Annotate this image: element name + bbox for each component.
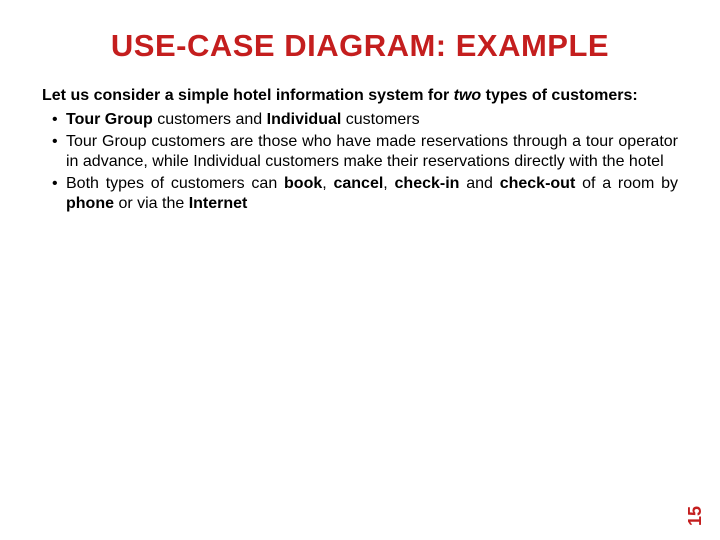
text-run: and	[466, 175, 499, 192]
list-item: Both types of customers can book, cancel…	[66, 174, 678, 214]
text-run: Both types of customers can	[66, 175, 284, 192]
text-run: phone	[66, 195, 118, 212]
text-run: Tour Group customers are those who have …	[66, 133, 678, 170]
text-run: check-in	[395, 175, 467, 192]
slide-title: USE-CASE DIAGRAM: EXAMPLE	[42, 28, 678, 64]
page-number: 15	[685, 506, 706, 526]
text-run: of a room by	[582, 175, 678, 192]
list-item: Tour Group customers and Individual cust…	[66, 110, 678, 130]
intro-prefix: Let us consider a simple hotel informati…	[42, 87, 454, 104]
text-run: ,	[383, 175, 394, 192]
intro-suffix: types of customers:	[481, 87, 637, 104]
text-run: ,	[322, 175, 333, 192]
intro-italic: two	[454, 87, 482, 104]
text-run: customers and	[157, 111, 266, 128]
bullet-list: Tour Group customers and Individual cust…	[42, 110, 678, 214]
text-run: Tour Group	[66, 111, 157, 128]
text-run: Internet	[189, 195, 248, 212]
text-run: check-out	[500, 175, 582, 192]
text-run: book	[284, 175, 322, 192]
text-run: Individual	[267, 111, 346, 128]
text-run: or via the	[118, 195, 188, 212]
slide: USE-CASE DIAGRAM: EXAMPLE Let us conside…	[0, 0, 720, 540]
list-item: Tour Group customers are those who have …	[66, 132, 678, 172]
text-run: customers	[346, 111, 420, 128]
intro-text: Let us consider a simple hotel informati…	[42, 86, 678, 106]
text-run: cancel	[333, 175, 383, 192]
